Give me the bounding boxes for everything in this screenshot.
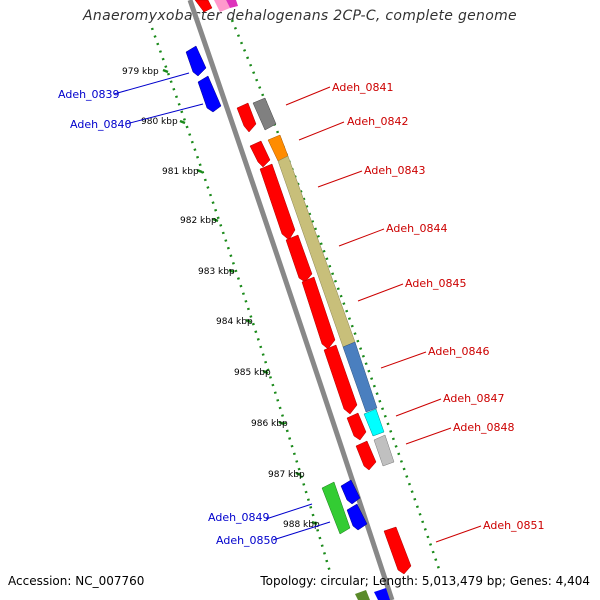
gene-adeh-0843[interactable] — [267, 134, 289, 162]
kbp-label-987: 987 kbp — [268, 470, 305, 480]
gene-red-5[interactable] — [301, 276, 336, 350]
gene-adeh-0842[interactable] — [252, 97, 277, 131]
genome-backbone — [187, 0, 395, 600]
kbp-label-980: 980 kbp — [141, 117, 178, 127]
label-adeh-0847[interactable]: Adeh_0847 — [443, 392, 505, 405]
gene-adeh-0847[interactable] — [363, 408, 385, 437]
inner-tick-track — [150, 27, 332, 573]
label-adeh-0844[interactable]: Adeh_0844 — [386, 222, 448, 235]
leader-lines-right — [285, 86, 482, 543]
gene-adeh-0840[interactable] — [197, 75, 222, 113]
kbp-label-985: 985 kbp — [234, 368, 271, 378]
gene-red-4[interactable] — [285, 234, 313, 283]
kbp-ticks — [162, 68, 318, 526]
label-adeh-0848[interactable]: Adeh_0848 — [453, 421, 515, 434]
kbp-label-988: 988 kbp — [283, 520, 320, 530]
label-adeh-0851[interactable]: Adeh_0851 — [483, 519, 545, 532]
label-adeh-0840[interactable]: Adeh_0840 — [70, 118, 132, 131]
label-adeh-0841[interactable]: Adeh_0841 — [332, 81, 394, 94]
gene-adeh-0841[interactable] — [236, 102, 257, 133]
kbp-label-981: 981 kbp — [162, 167, 199, 177]
label-adeh-0845[interactable]: Adeh_0845 — [405, 277, 467, 290]
gene-adeh-0848[interactable] — [373, 434, 395, 467]
accession-text: Accession: NC_007760 — [8, 574, 145, 588]
gene-red-7[interactable] — [346, 412, 367, 441]
gene-adeh-0849-b[interactable] — [340, 479, 361, 505]
map-title: Anaeromyxobacter dehalogenans 2CP-C, com… — [83, 8, 517, 24]
genome-summary: Topology: circular; Length: 5,013,479 bp… — [260, 574, 590, 588]
gene-adeh-0849[interactable] — [321, 481, 351, 535]
gene-red-8[interactable] — [355, 440, 377, 471]
label-adeh-0849[interactable]: Adeh_0849 — [208, 511, 270, 524]
gene-adeh-0851[interactable] — [383, 526, 412, 575]
gene-top-pink[interactable] — [214, 0, 230, 12]
gene-red-3[interactable] — [259, 163, 296, 241]
label-adeh-0839[interactable]: Adeh_0839 — [58, 88, 120, 101]
label-adeh-0843[interactable]: Adeh_0843 — [364, 164, 426, 177]
gene-bottom-green[interactable] — [355, 590, 370, 600]
outer-tick-track — [230, 19, 442, 573]
gene-red-2[interactable] — [249, 140, 271, 168]
gene-adeh-0839[interactable] — [185, 45, 207, 77]
gene-red-6[interactable] — [323, 344, 358, 415]
leader-lines-left — [113, 72, 331, 541]
kbp-label-986: 986 kbp — [251, 419, 288, 429]
kbp-label-983: 983 kbp — [198, 267, 235, 277]
kbp-label-984: 984 kbp — [216, 317, 253, 327]
label-adeh-0850[interactable]: Adeh_0850 — [216, 534, 278, 547]
label-adeh-0842[interactable]: Adeh_0842 — [347, 115, 409, 128]
label-adeh-0846[interactable]: Adeh_0846 — [428, 345, 490, 358]
gene-top-red[interactable] — [194, 0, 213, 13]
gene-top-magenta[interactable] — [226, 0, 238, 8]
gene-bottom-blue[interactable] — [374, 588, 390, 600]
kbp-label-982: 982 kbp — [180, 216, 217, 226]
kbp-label-979: 979 kbp — [122, 67, 159, 77]
gene-adeh-0850[interactable] — [346, 503, 368, 531]
gene-adeh-0846[interactable] — [342, 341, 378, 413]
